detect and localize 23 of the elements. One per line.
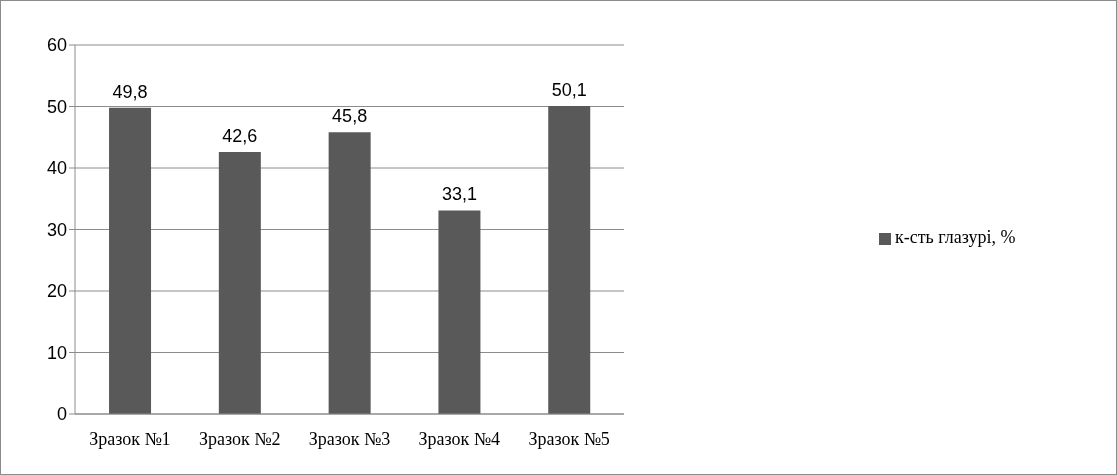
y-tick-label: 20 — [46, 281, 67, 302]
y-tick-label: 40 — [46, 158, 67, 179]
bar — [109, 107, 152, 414]
y-tick-label: 30 — [46, 219, 67, 240]
y-tick-label: 10 — [46, 342, 67, 363]
x-tick-label: Зразок №4 — [418, 428, 501, 449]
bar — [328, 132, 371, 414]
data-label: 33,1 — [441, 184, 477, 205]
data-label: 50,1 — [551, 79, 587, 100]
x-tick-label: Зразок №5 — [528, 428, 610, 449]
data-label: 42,6 — [222, 126, 258, 147]
bar — [438, 210, 481, 414]
bar — [218, 152, 261, 414]
x-tick-label: Зразок №1 — [89, 428, 171, 449]
legend-label: к-сть глазурі, % — [895, 227, 1016, 247]
x-tick-label: Зразок №2 — [198, 428, 281, 449]
x-tick-label: Зразок №3 — [308, 428, 391, 449]
data-label: 45,8 — [332, 106, 368, 127]
data-label: 49,8 — [112, 81, 148, 102]
y-tick-label: 50 — [46, 96, 67, 117]
bar — [548, 105, 591, 414]
y-tick-label: 0 — [56, 404, 67, 425]
y-tick-label: 60 — [46, 35, 67, 56]
